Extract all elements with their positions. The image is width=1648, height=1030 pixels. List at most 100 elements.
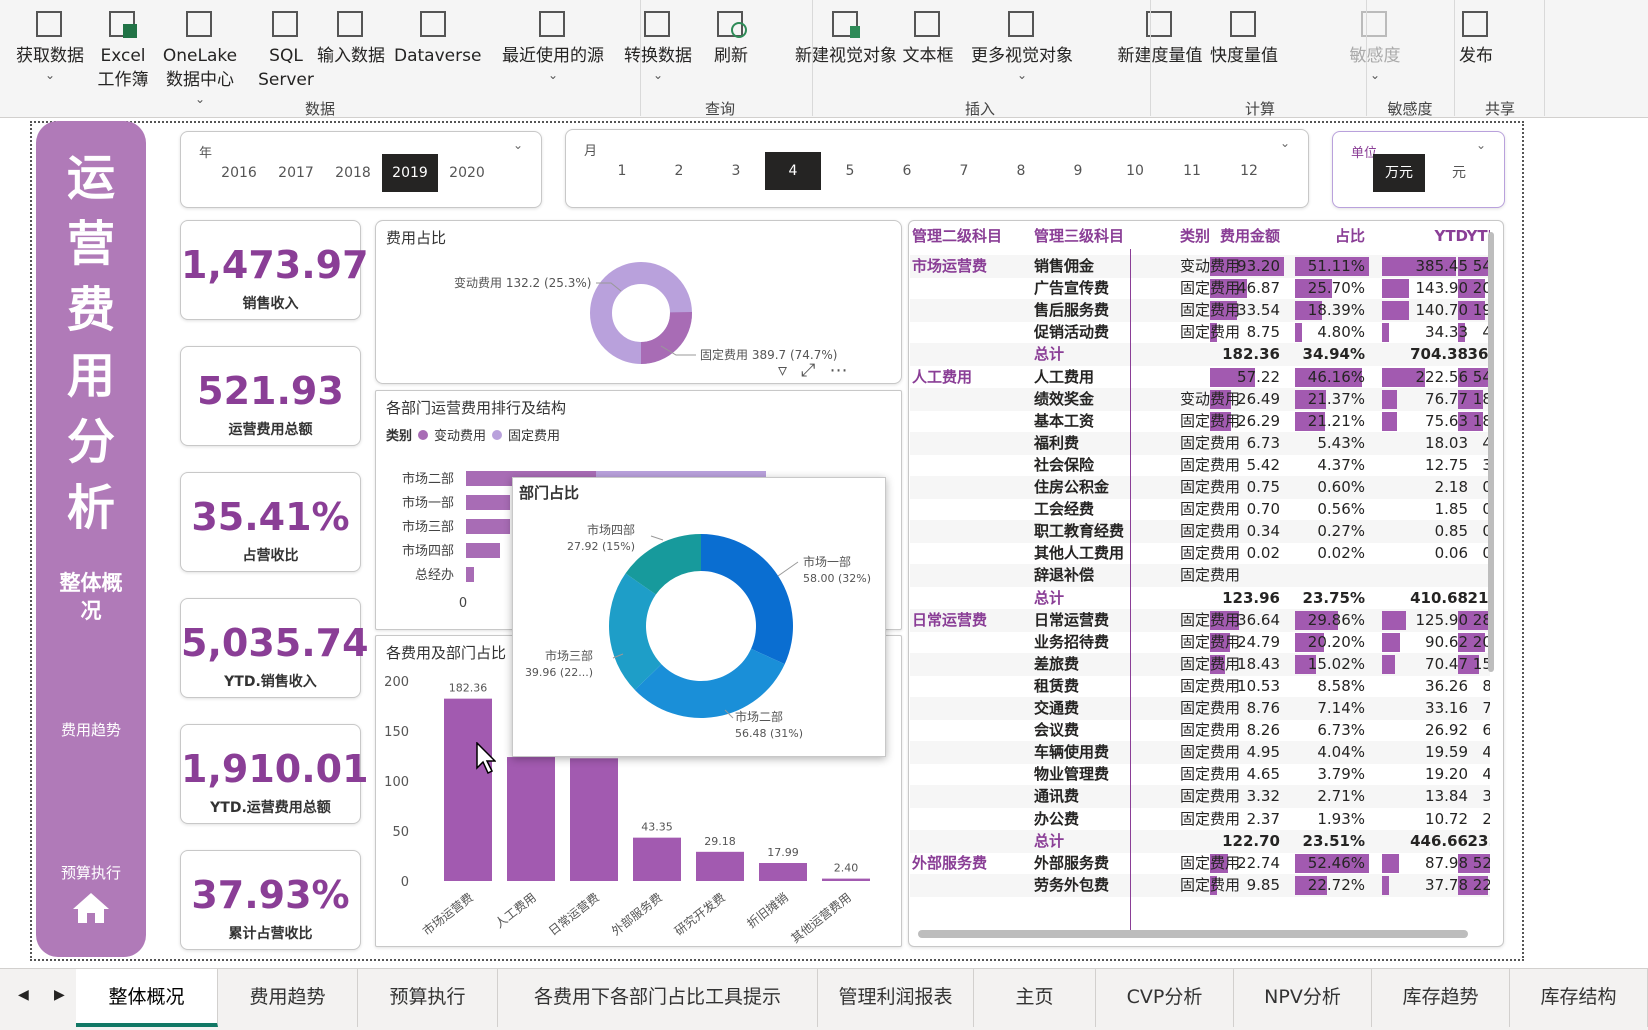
slicer-option[interactable]: 2017 xyxy=(278,165,314,181)
dept-bar-variable[interactable] xyxy=(466,543,500,558)
ribbon-button-onelake[interactable]: OneLake 数据中心 ⌄ xyxy=(158,0,242,106)
slicer-option[interactable]: 万元 xyxy=(1373,154,1425,192)
ribbon-button-textbox[interactable]: 文本框 xyxy=(898,0,958,68)
ribbon-button-excel[interactable]: Excel 工作簿 xyxy=(94,0,152,92)
tab-2[interactable]: 预算执行 xyxy=(358,969,498,1027)
chevron-down-icon[interactable]: ⌄ xyxy=(652,68,664,82)
dept-bar-variable[interactable] xyxy=(466,495,510,510)
column-bar[interactable] xyxy=(696,851,744,881)
table-row[interactable]: 辞退补偿 固定费用 xyxy=(910,564,1490,588)
tab-1[interactable]: 费用趋势 xyxy=(218,969,358,1027)
nav-current[interactable]: 整体概况 xyxy=(59,571,123,623)
slicer-option[interactable]: 8 xyxy=(1016,163,1026,179)
chevron-down-icon[interactable]: ⌄ xyxy=(1475,138,1486,152)
slicer-option[interactable]: 5 xyxy=(845,163,855,179)
tab-4[interactable]: 管理利润报表 xyxy=(818,969,974,1027)
ribbon-button-refresh[interactable]: 刷新 xyxy=(708,0,754,68)
table-row[interactable]: 会议费 固定费用 8.26 6.73% 26.92 6.03% xyxy=(910,719,1490,742)
ribbon-button-sensitivity[interactable]: 敏感度 ⌄ xyxy=(1340,0,1410,82)
horizontal-scrollbar[interactable] xyxy=(918,930,1468,938)
slicer-option[interactable]: 2016 xyxy=(221,165,257,181)
tab-8[interactable]: 库存趋势 xyxy=(1372,969,1510,1027)
slicer-option[interactable]: 11 xyxy=(1183,163,1201,179)
tab-3[interactable]: 各费用下各部门占比工具提示 xyxy=(498,969,818,1027)
more-options-icon[interactable]: ⋯ xyxy=(829,360,848,381)
dept-bar-variable[interactable] xyxy=(466,567,474,582)
nav-cost-trend[interactable]: 费用趋势 xyxy=(60,721,121,739)
slicer-option[interactable]: 6 xyxy=(902,163,912,179)
table-header-cell[interactable]: 类别 xyxy=(1180,227,1211,245)
table-header-cell[interactable]: 费用金额 xyxy=(1219,227,1280,245)
slicer-option[interactable]: 2018 xyxy=(335,165,371,181)
table-row[interactable]: 通讯费 固定费用 3.32 2.71% 13.84 3.10% xyxy=(910,785,1490,809)
tab-prev-icon[interactable]: ◀ xyxy=(18,987,29,1003)
tab-9[interactable]: 库存结构 xyxy=(1510,969,1648,1027)
tab-5[interactable]: 主页 xyxy=(974,969,1096,1027)
slicer-option[interactable]: 12 xyxy=(1240,163,1258,179)
chevron-down-icon[interactable]: ⌄ xyxy=(512,138,523,152)
column-bar[interactable] xyxy=(570,758,618,881)
table-row[interactable]: 物业管理费 固定费用 4.65 3.79% 19.20 4.30% xyxy=(910,763,1490,786)
ribbon-button-recent-sources[interactable]: 最近使用的源 ⌄ xyxy=(478,0,628,82)
table-row[interactable]: 福利费 固定费用 6.73 5.43% 18.03 4.39% xyxy=(910,431,1490,455)
chevron-down-icon[interactable]: ⌄ xyxy=(547,68,559,82)
slicer-option[interactable]: 7 xyxy=(959,163,969,179)
cost-column-chart[interactable]: 0 50 100 150 200 182.36 市场运营费 人工费用 日常运营费 43.35 外部服… xyxy=(376,636,903,948)
ribbon-button-more-visuals[interactable]: 更多视觉对象 ⌄ xyxy=(964,0,1080,82)
slicer-option[interactable]: 2020 xyxy=(449,165,485,181)
cost-matrix-table[interactable]: 管理二级科目管理三级科目类别费用金额占比YTDYTD占比市场运营费销售佣金变动费… xyxy=(910,225,1490,932)
table-header-cell[interactable]: 管理三级科目 xyxy=(1034,227,1125,245)
tab-7[interactable]: NPV分析 xyxy=(1234,969,1372,1027)
table-header-cell[interactable]: 管理二级科目 xyxy=(912,227,1003,245)
table-header-cell[interactable]: YTD xyxy=(1434,227,1468,245)
slicer-option[interactable]: 3 xyxy=(731,163,741,179)
table-row[interactable]: 职工教育经费 固定费用 0.34 0.27% 0.85 0.21% xyxy=(910,520,1490,544)
table-header-cell[interactable]: YTD占比 xyxy=(1466,227,1490,245)
filter-icon[interactable]: ▿ xyxy=(778,360,788,381)
fee-ratio-donut[interactable]: 变动费用 132.2 (25.3%) 固定费用 389.7 (74.7%) xyxy=(376,221,903,385)
column-bar[interactable] xyxy=(759,863,807,881)
column-bar[interactable] xyxy=(507,757,555,881)
table-row[interactable]: 促销活动费 固定费用 8.75 4.80% 34.33 4.87% xyxy=(910,321,1490,344)
chevron-down-icon[interactable]: ⌄ xyxy=(1279,136,1290,150)
nav-budget[interactable]: 预算执行 xyxy=(60,864,121,882)
slicer-option[interactable]: 2019 xyxy=(382,154,438,192)
cost-dept-panel[interactable]: 各费用及部门占比 0 50 100 150 200 182.36 市场运营费 人工费用 日常运营… xyxy=(375,635,902,947)
ribbon-button-table[interactable]: 获取数据 ⌄ xyxy=(10,0,90,82)
donut-slice-variable[interactable] xyxy=(590,262,692,364)
chevron-down-icon[interactable]: ⌄ xyxy=(1016,68,1028,82)
ribbon-button-new-visual[interactable]: 新建视觉对象 xyxy=(790,0,902,68)
ribbon-button-measure[interactable]: 新建度量值 xyxy=(1110,0,1210,68)
chevron-down-icon[interactable]: ⌄ xyxy=(1369,68,1381,82)
chevron-down-icon[interactable]: ⌄ xyxy=(44,68,56,82)
slicer-option[interactable]: 9 xyxy=(1073,163,1083,179)
table-row[interactable]: 工会经费 固定费用 0.70 0.56% 1.85 0.45% xyxy=(910,498,1490,521)
column-bar[interactable] xyxy=(633,837,681,881)
table-row[interactable]: 其他人工费用 固定费用 0.02 0.02% 0.06 0.01% xyxy=(910,542,1490,565)
slicer-option[interactable]: 2 xyxy=(674,163,684,179)
slicer-option[interactable]: 4 xyxy=(765,152,821,190)
ribbon-button-transform[interactable]: 转换数据 ⌄ xyxy=(620,0,696,82)
table-row[interactable]: 住房公积金 固定费用 0.75 0.60% 2.18 0.53% xyxy=(910,476,1490,499)
fee-ratio-panel[interactable]: 费用占比 变动费用 132.2 (25.3%) 固定费用 389.7 (74.7%… xyxy=(375,220,902,384)
vertical-scrollbar[interactable] xyxy=(1488,232,1494,672)
table-row[interactable]: 社会保险 固定费用 5.42 4.37% 12.75 3.10% xyxy=(910,454,1490,477)
ribbon-button-database[interactable]: SQL Server xyxy=(258,0,314,92)
slicer-option[interactable]: 元 xyxy=(1452,165,1466,181)
slicer-option[interactable]: 1 xyxy=(617,163,627,179)
column-bar[interactable] xyxy=(822,878,870,881)
column-bar[interactable] xyxy=(444,698,492,881)
table-row[interactable]: 交通费 固定费用 8.76 7.14% 33.16 7.42% xyxy=(910,697,1490,720)
tab-6[interactable]: CVP分析 xyxy=(1096,969,1234,1027)
